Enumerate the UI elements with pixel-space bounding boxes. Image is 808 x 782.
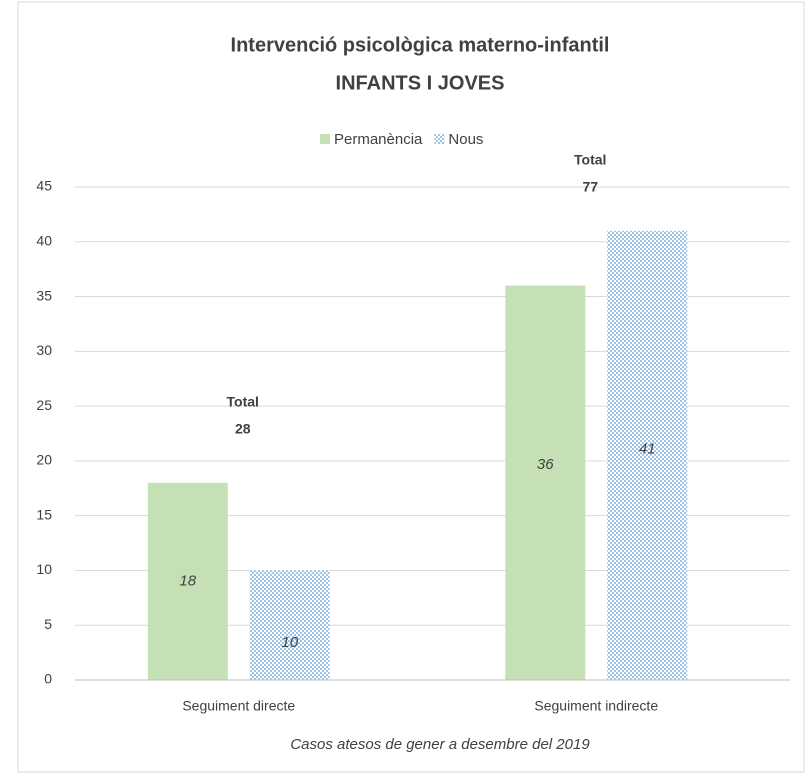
y-tick-label: 30 (36, 342, 52, 358)
data-label: 36 (537, 456, 554, 473)
x-tick-label: Seguiment directe (182, 698, 295, 714)
x-axis-label: Casos atesos de gener a desembre del 201… (290, 736, 590, 753)
y-tick-label: 40 (36, 232, 52, 248)
legend-swatch (320, 134, 330, 144)
annotation-label: Total (227, 394, 259, 410)
y-tick-label: 25 (36, 397, 52, 413)
annotation-value: 28 (235, 421, 251, 437)
bar (607, 230, 688, 681)
legend-label: Nous (448, 131, 483, 148)
annotation-value: 77 (582, 179, 598, 195)
y-tick-label: 10 (36, 561, 52, 577)
y-tick-label: 45 (36, 178, 52, 194)
y-tick-label: 5 (44, 616, 52, 632)
chart-title: Intervenció psicològica materno-infantil (231, 34, 610, 56)
legend-label: Permanència (334, 131, 423, 148)
y-tick-label: 15 (36, 506, 52, 522)
annotation-label: Total (574, 152, 606, 168)
data-label: 18 (179, 572, 196, 589)
y-tick-label: 0 (44, 671, 52, 687)
y-tick-label: 20 (36, 452, 52, 468)
bar (249, 570, 330, 680)
y-tick-label: 35 (36, 287, 52, 303)
data-label: 10 (281, 634, 298, 651)
x-tick-label: Seguiment indirecte (534, 698, 658, 714)
bar (147, 482, 228, 680)
bar (505, 285, 586, 680)
legend-swatch (434, 134, 445, 144)
chart-subtitle: INFANTS I JOVES (336, 72, 505, 94)
data-label: 41 (639, 440, 656, 457)
